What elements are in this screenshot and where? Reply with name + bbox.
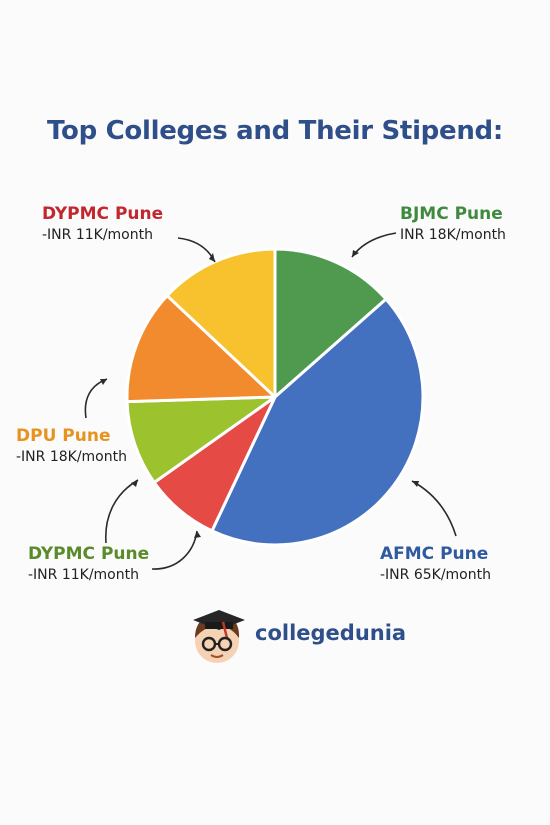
callout-name: BJMC Pune: [400, 204, 503, 224]
callout-value: -INR 11K/month: [42, 227, 153, 243]
callout-bjmc: BJMC Pune INR 18K/month: [400, 203, 506, 245]
arrow-dpu: [84, 378, 108, 419]
callout-value: -INR 65K/month: [380, 567, 491, 583]
arrow-heads: [100, 250, 419, 538]
callout-name: DYPMC Pune: [28, 544, 150, 564]
pie-slice-4: [125, 294, 277, 404]
brand-name: collegedunia: [255, 621, 407, 645]
callout-name: DPU Pune: [16, 426, 111, 446]
callout-dypmc-bottom: DYPMC Pune -INR 11K/month: [28, 543, 149, 585]
callout-afmc: AFMC Pune -INR 65K/month: [380, 543, 491, 585]
arrow-dypmc-mid: [151, 530, 198, 570]
callout-value: INR 18K/month: [400, 227, 506, 243]
callout-value: -INR 18K/month: [16, 449, 127, 465]
arrow-afmc: [411, 480, 457, 537]
pie-slice-3: [125, 395, 277, 484]
callout-name: AFMC Pune: [380, 544, 489, 564]
mascot-icon: [193, 610, 245, 663]
callout-dpu: DPU Pune -INR 18K/month: [16, 425, 127, 467]
callout-dypmc-top: DYPMC Pune -INR 11K/month: [42, 203, 163, 245]
pie-slice-1: [210, 297, 425, 547]
callout-value: -INR 11K/month: [28, 567, 139, 583]
pie-slice-0: [273, 247, 388, 399]
collegedunia-logo: [193, 610, 245, 663]
pie-slice-5: [165, 247, 277, 399]
callout-name: DYPMC Pune: [42, 204, 164, 224]
arrow-dypmc-bottom: [105, 479, 139, 544]
arrow-bjmc: [351, 232, 397, 258]
pie-slices: [125, 247, 425, 547]
chart-title: Top Colleges and Their Stipend:: [47, 116, 503, 146]
